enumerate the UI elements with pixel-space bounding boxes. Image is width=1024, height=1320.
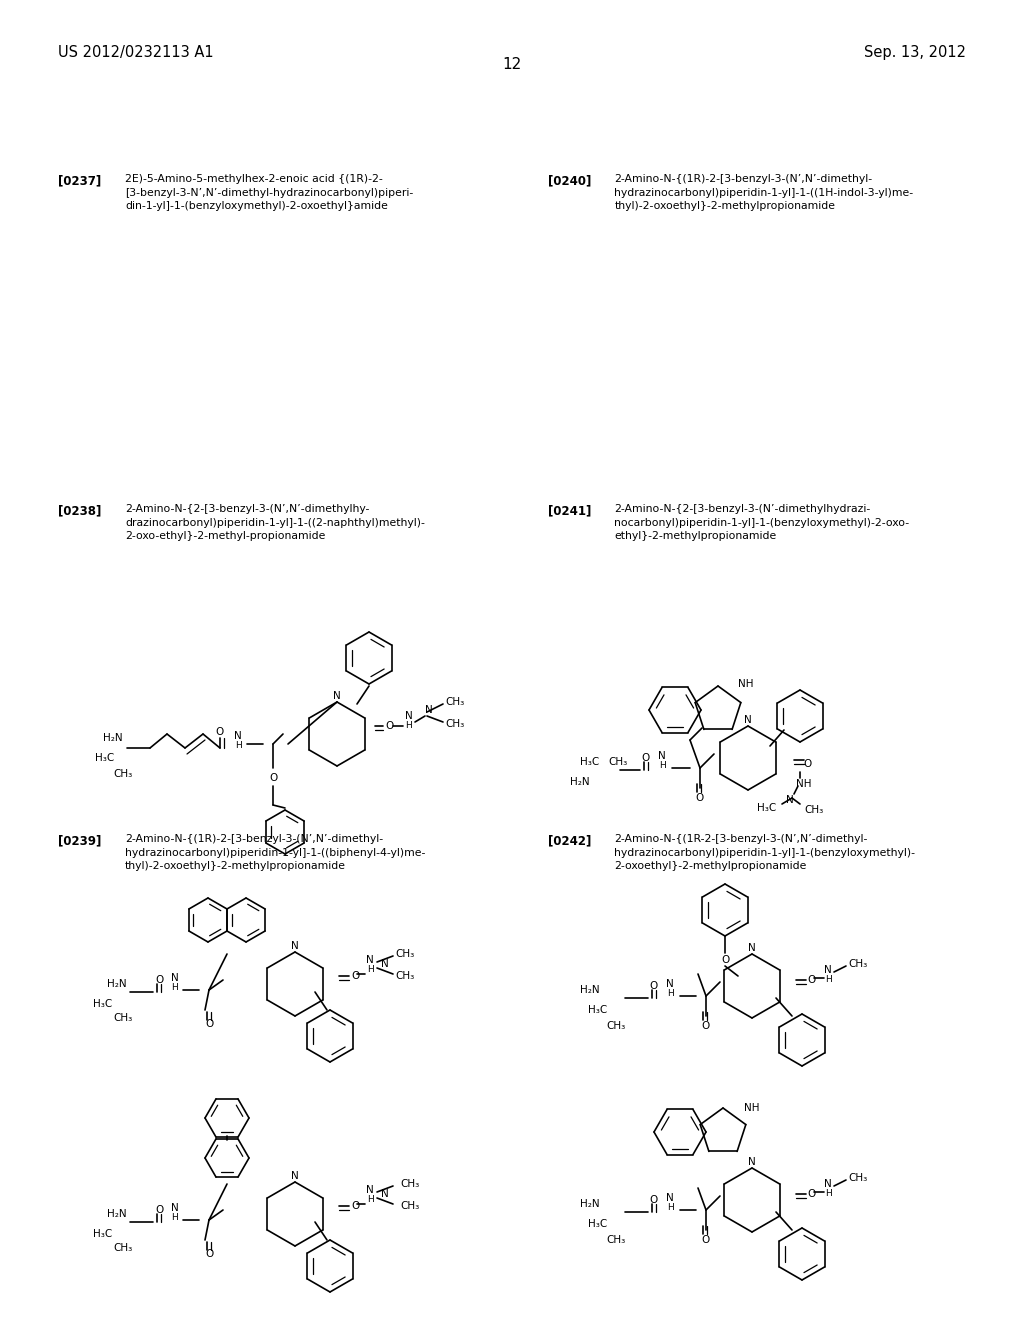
Text: CH₃: CH₃ [395, 949, 415, 960]
Text: [0240]: [0240] [548, 174, 591, 187]
Text: H₃C: H₃C [93, 1229, 113, 1239]
Text: N: N [744, 715, 752, 725]
Text: H: H [172, 1213, 178, 1222]
Text: 2-Amino-N-{(1R-2-[3-benzyl-3-(N’,N’-dimethyl-
hydrazinocarbonyl)piperidin-1-yl]-: 2-Amino-N-{(1R-2-[3-benzyl-3-(N’,N’-dime… [614, 834, 915, 871]
Text: CH₃: CH₃ [606, 1020, 626, 1031]
Text: N: N [425, 705, 433, 715]
Text: [0241]: [0241] [548, 504, 591, 517]
Text: H: H [667, 1204, 674, 1213]
Text: [0242]: [0242] [548, 834, 591, 847]
Text: H₂N: H₂N [580, 985, 600, 995]
Text: 2-Amino-N-{2-[3-benzyl-3-(N’-dimethylhydrazi-
nocarbonyl)piperidin-1-yl]-1-(benz: 2-Amino-N-{2-[3-benzyl-3-(N’-dimethylhyd… [614, 504, 909, 541]
Text: O: O [696, 793, 705, 803]
Text: N: N [333, 690, 341, 701]
Text: NH: NH [744, 1104, 760, 1113]
Text: O: O [155, 975, 163, 985]
Text: H₃C: H₃C [588, 1218, 607, 1229]
Text: H₂N: H₂N [106, 979, 127, 989]
Text: CH₃: CH₃ [400, 1179, 419, 1189]
Text: H: H [658, 762, 666, 771]
Text: N: N [658, 751, 666, 762]
Text: H₃C: H₃C [93, 999, 113, 1008]
Text: O: O [205, 1019, 213, 1030]
Text: H: H [367, 1196, 374, 1204]
Text: N: N [367, 1185, 374, 1195]
Text: H₃C: H₃C [95, 752, 115, 763]
Text: O: O [155, 1205, 163, 1214]
Text: Sep. 13, 2012: Sep. 13, 2012 [863, 45, 966, 59]
Text: N: N [381, 960, 389, 969]
Text: 2-Amino-N-{(1R)-2-[3-benzyl-3-(N’,N’-dimethyl-
hydrazinocarbonyl)piperidin-1-yl]: 2-Amino-N-{(1R)-2-[3-benzyl-3-(N’,N’-dim… [125, 834, 425, 871]
Text: N: N [291, 1171, 299, 1181]
Text: H: H [234, 742, 242, 751]
Text: O: O [205, 1249, 213, 1259]
Text: N: N [234, 731, 242, 741]
Text: O: O [808, 1189, 816, 1199]
Text: [0239]: [0239] [58, 834, 101, 847]
Text: O: O [351, 1201, 359, 1210]
Text: N: N [667, 979, 674, 989]
Text: O: O [650, 981, 658, 991]
Text: O: O [701, 1020, 710, 1031]
Text: H₃C: H₃C [580, 756, 599, 767]
Text: O: O [642, 752, 650, 763]
Text: H: H [824, 1189, 831, 1199]
Text: O: O [701, 1236, 710, 1245]
Text: H: H [824, 975, 831, 985]
Text: H₂N: H₂N [103, 733, 123, 743]
Text: O: O [351, 972, 359, 981]
Text: CH₃: CH₃ [608, 756, 628, 767]
Text: O: O [385, 721, 393, 731]
Text: CH₃: CH₃ [114, 1012, 133, 1023]
Text: H₂N: H₂N [106, 1209, 127, 1218]
Text: O: O [269, 774, 278, 783]
Text: CH₃: CH₃ [395, 972, 415, 981]
Text: CH₃: CH₃ [606, 1236, 626, 1245]
Text: N: N [367, 954, 374, 965]
Text: H₂N: H₂N [580, 1199, 600, 1209]
Text: N: N [381, 1189, 389, 1199]
Text: CH₃: CH₃ [804, 805, 823, 814]
Text: 2-Amino-N-{(1R)-2-[3-benzyl-3-(N’,N’-dimethyl-
hydrazinocarbonyl)piperidin-1-yl]: 2-Amino-N-{(1R)-2-[3-benzyl-3-(N’,N’-dim… [614, 174, 913, 211]
Text: CH₃: CH₃ [848, 1173, 867, 1183]
Text: 2-Amino-N-{2-[3-benzyl-3-(N’,N’-dimethylhy-
drazinocarbonyl)piperidin-1-yl]-1-((: 2-Amino-N-{2-[3-benzyl-3-(N’,N’-dimethyl… [125, 504, 425, 541]
Text: O: O [808, 975, 816, 985]
Text: CH₃: CH₃ [114, 770, 133, 779]
Text: N: N [786, 795, 794, 805]
Text: N: N [291, 941, 299, 950]
Text: CH₃: CH₃ [445, 697, 464, 708]
Text: NH: NH [797, 779, 812, 789]
Text: N: N [749, 942, 756, 953]
Text: N: N [171, 1203, 179, 1213]
Text: NH: NH [738, 678, 754, 689]
Text: N: N [824, 965, 831, 975]
Text: N: N [824, 1179, 831, 1189]
Text: H₃C: H₃C [757, 803, 776, 813]
Text: O: O [804, 759, 812, 770]
Text: H: H [172, 983, 178, 993]
Text: [0238]: [0238] [58, 504, 101, 517]
Text: CH₃: CH₃ [400, 1201, 419, 1210]
Text: 12: 12 [503, 57, 521, 71]
Text: O: O [650, 1195, 658, 1205]
Text: H: H [667, 990, 674, 998]
Text: H₃C: H₃C [588, 1005, 607, 1015]
Text: CH₃: CH₃ [445, 719, 464, 729]
Text: N: N [749, 1158, 756, 1167]
Text: H: H [367, 965, 374, 974]
Text: N: N [406, 711, 413, 721]
Text: H₂N: H₂N [570, 777, 590, 787]
Text: N: N [171, 973, 179, 983]
Text: H: H [406, 722, 413, 730]
Text: US 2012/0232113 A1: US 2012/0232113 A1 [58, 45, 214, 59]
Text: N: N [667, 1193, 674, 1203]
Text: CH₃: CH₃ [848, 960, 867, 969]
Text: CH₃: CH₃ [114, 1243, 133, 1253]
Text: O: O [721, 954, 729, 965]
Text: 2E)-5-Amino-5-methylhex-2-enoic acid {(1R)-2-
[3-benzyl-3-N’,N’-dimethyl-hydrazi: 2E)-5-Amino-5-methylhex-2-enoic acid {(1… [125, 174, 413, 211]
Text: [0237]: [0237] [58, 174, 101, 187]
Text: O: O [216, 727, 224, 737]
